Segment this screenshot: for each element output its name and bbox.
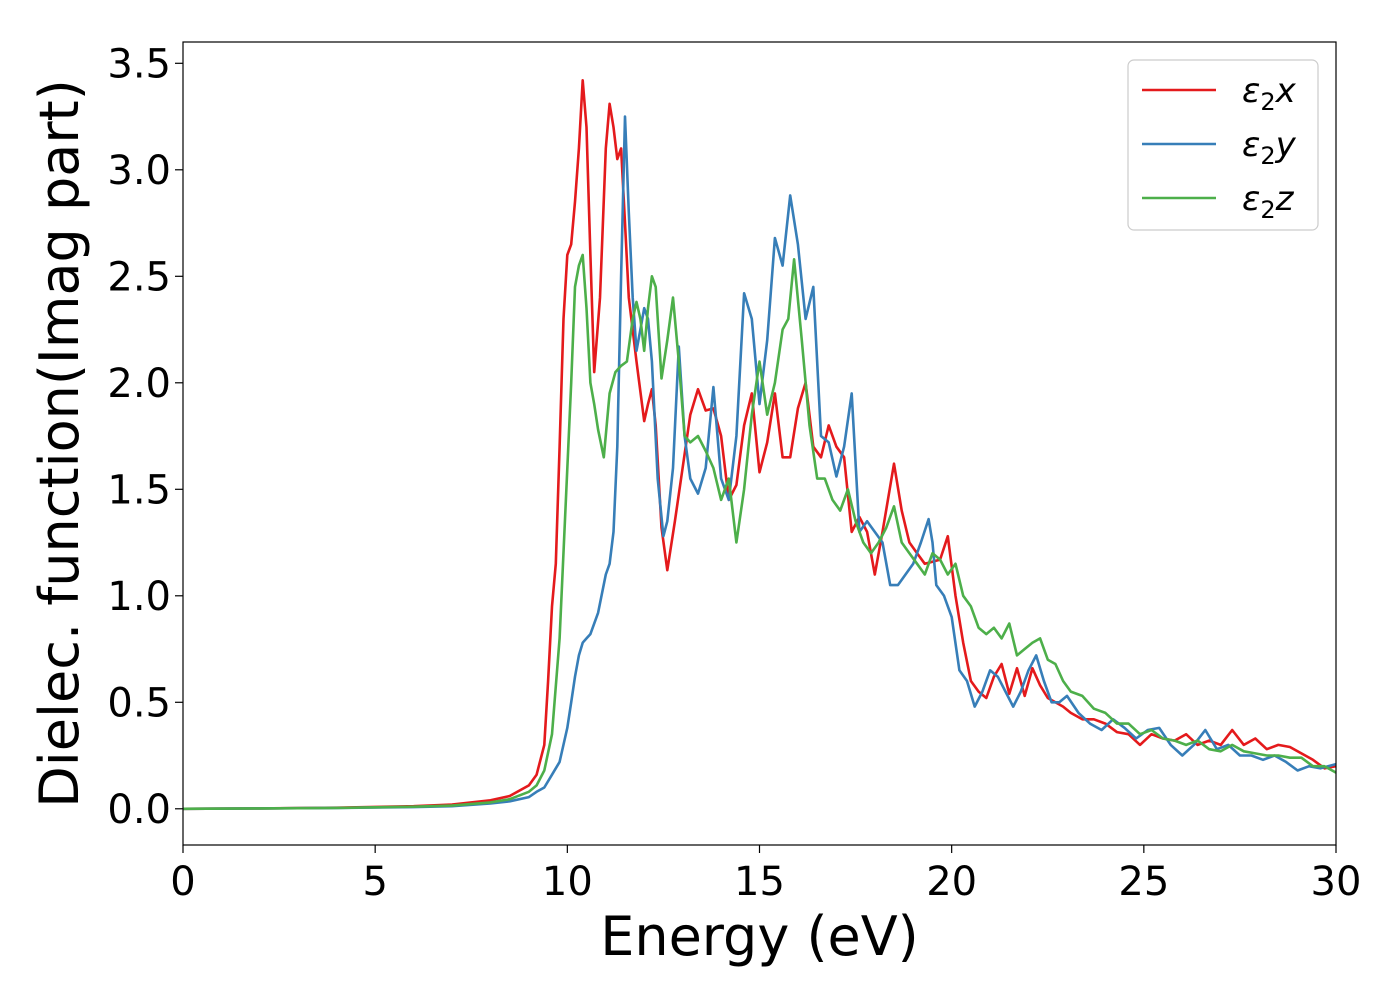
x-tick-label: 5 xyxy=(362,859,387,905)
legend-subscript: 2 xyxy=(1260,196,1275,224)
legend-entry-z: ε2z xyxy=(1242,179,1295,224)
legend-subscript: 2 xyxy=(1260,88,1275,116)
legend-component: y xyxy=(1275,125,1297,165)
legend-symbol: ε xyxy=(1242,179,1260,219)
y-tick-label: 0.0 xyxy=(107,787,171,833)
legend-component: x xyxy=(1275,71,1297,111)
series-layer xyxy=(183,79,1336,811)
y-tick-label: 0.5 xyxy=(107,680,171,726)
y-tick-label: 1.0 xyxy=(107,574,171,620)
legend-entry-x: ε2x xyxy=(1242,71,1297,116)
x-tick-label: 25 xyxy=(1118,859,1169,905)
x-axis-label: Energy (eV) xyxy=(600,905,919,968)
x-tick-label: 15 xyxy=(734,859,785,905)
legend-box xyxy=(1127,59,1319,231)
legend-symbol: ε xyxy=(1242,71,1260,111)
y-axis-label: Dielec. function(Imag part) xyxy=(28,79,91,808)
legend-entry-y: ε2y xyxy=(1242,125,1297,170)
x-tick-label: 30 xyxy=(1311,859,1362,905)
series-line-z xyxy=(183,253,1336,811)
x-tick-label: 10 xyxy=(542,859,593,905)
y-tick-label: 2.5 xyxy=(107,254,171,300)
legend-component: z xyxy=(1275,179,1295,219)
y-tick-label: 2.0 xyxy=(107,361,171,407)
legend-subscript: 2 xyxy=(1260,142,1275,170)
y-tick-label: 3.5 xyxy=(107,41,171,87)
y-axis: 0.0 0.5 1.0 1.5 2.0 2.5 3.0 3.5 xyxy=(107,41,183,833)
y-tick-label: 3.0 xyxy=(107,148,171,194)
x-axis: 0 5 10 15 20 25 30 xyxy=(170,845,1361,905)
x-tick-label: 0 xyxy=(170,859,195,905)
y-tick-label: 1.5 xyxy=(107,467,171,513)
x-tick-label: 20 xyxy=(926,859,977,905)
legend-symbol: ε xyxy=(1242,125,1260,165)
